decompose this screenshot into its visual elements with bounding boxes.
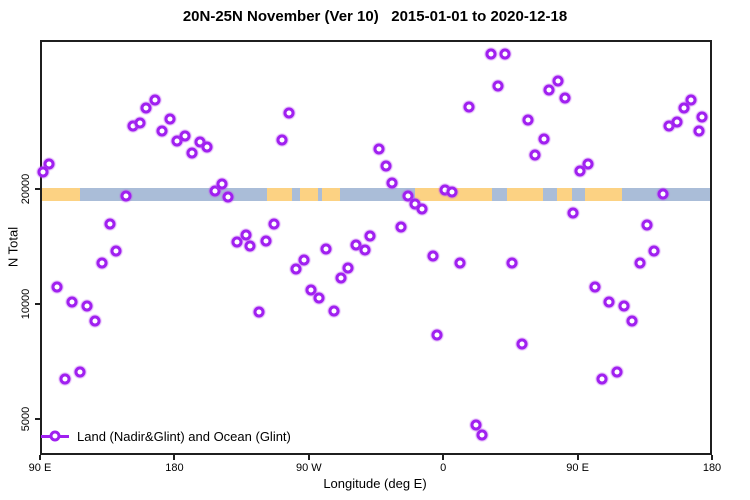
y-axis-tick-label: 10000 [20,288,32,320]
x-axis-tick [39,455,41,460]
x-axis-tick-label: 180 [702,462,722,474]
x-axis-tick-label: 90 E [28,462,52,474]
x-axis-tick [576,455,579,460]
legend: Land (Nadir&Glint) and Ocean (Glint) [41,428,291,444]
x-axis-tick [711,455,713,460]
x-axis-tick-label: 180 [165,462,184,474]
x-axis-title: Longitude (deg E) [323,476,427,491]
x-axis-tick-label: 90 E [566,462,589,474]
y-axis-tick-label: 20000 [20,173,32,205]
x-axis-tick-label: 0 [440,462,447,474]
x-axis-tick [173,455,176,460]
x-axis-tick [442,455,445,460]
x-axis-tick-label: 90 W [295,462,322,474]
legend-label: Land (Nadir&Glint) and Ocean (Glint) [77,428,291,444]
y-axis-title: N Total [5,226,21,268]
plot-area [40,40,712,455]
legend-line-marker-icon [41,430,69,442]
x-axis-tick [307,455,310,460]
chart-title: 20N-25N November (Ver 10) 2015-01-01 to … [182,8,568,25]
legend-open-circle-icon [49,430,61,442]
y-axis-tick-label: 5000 [20,406,32,432]
